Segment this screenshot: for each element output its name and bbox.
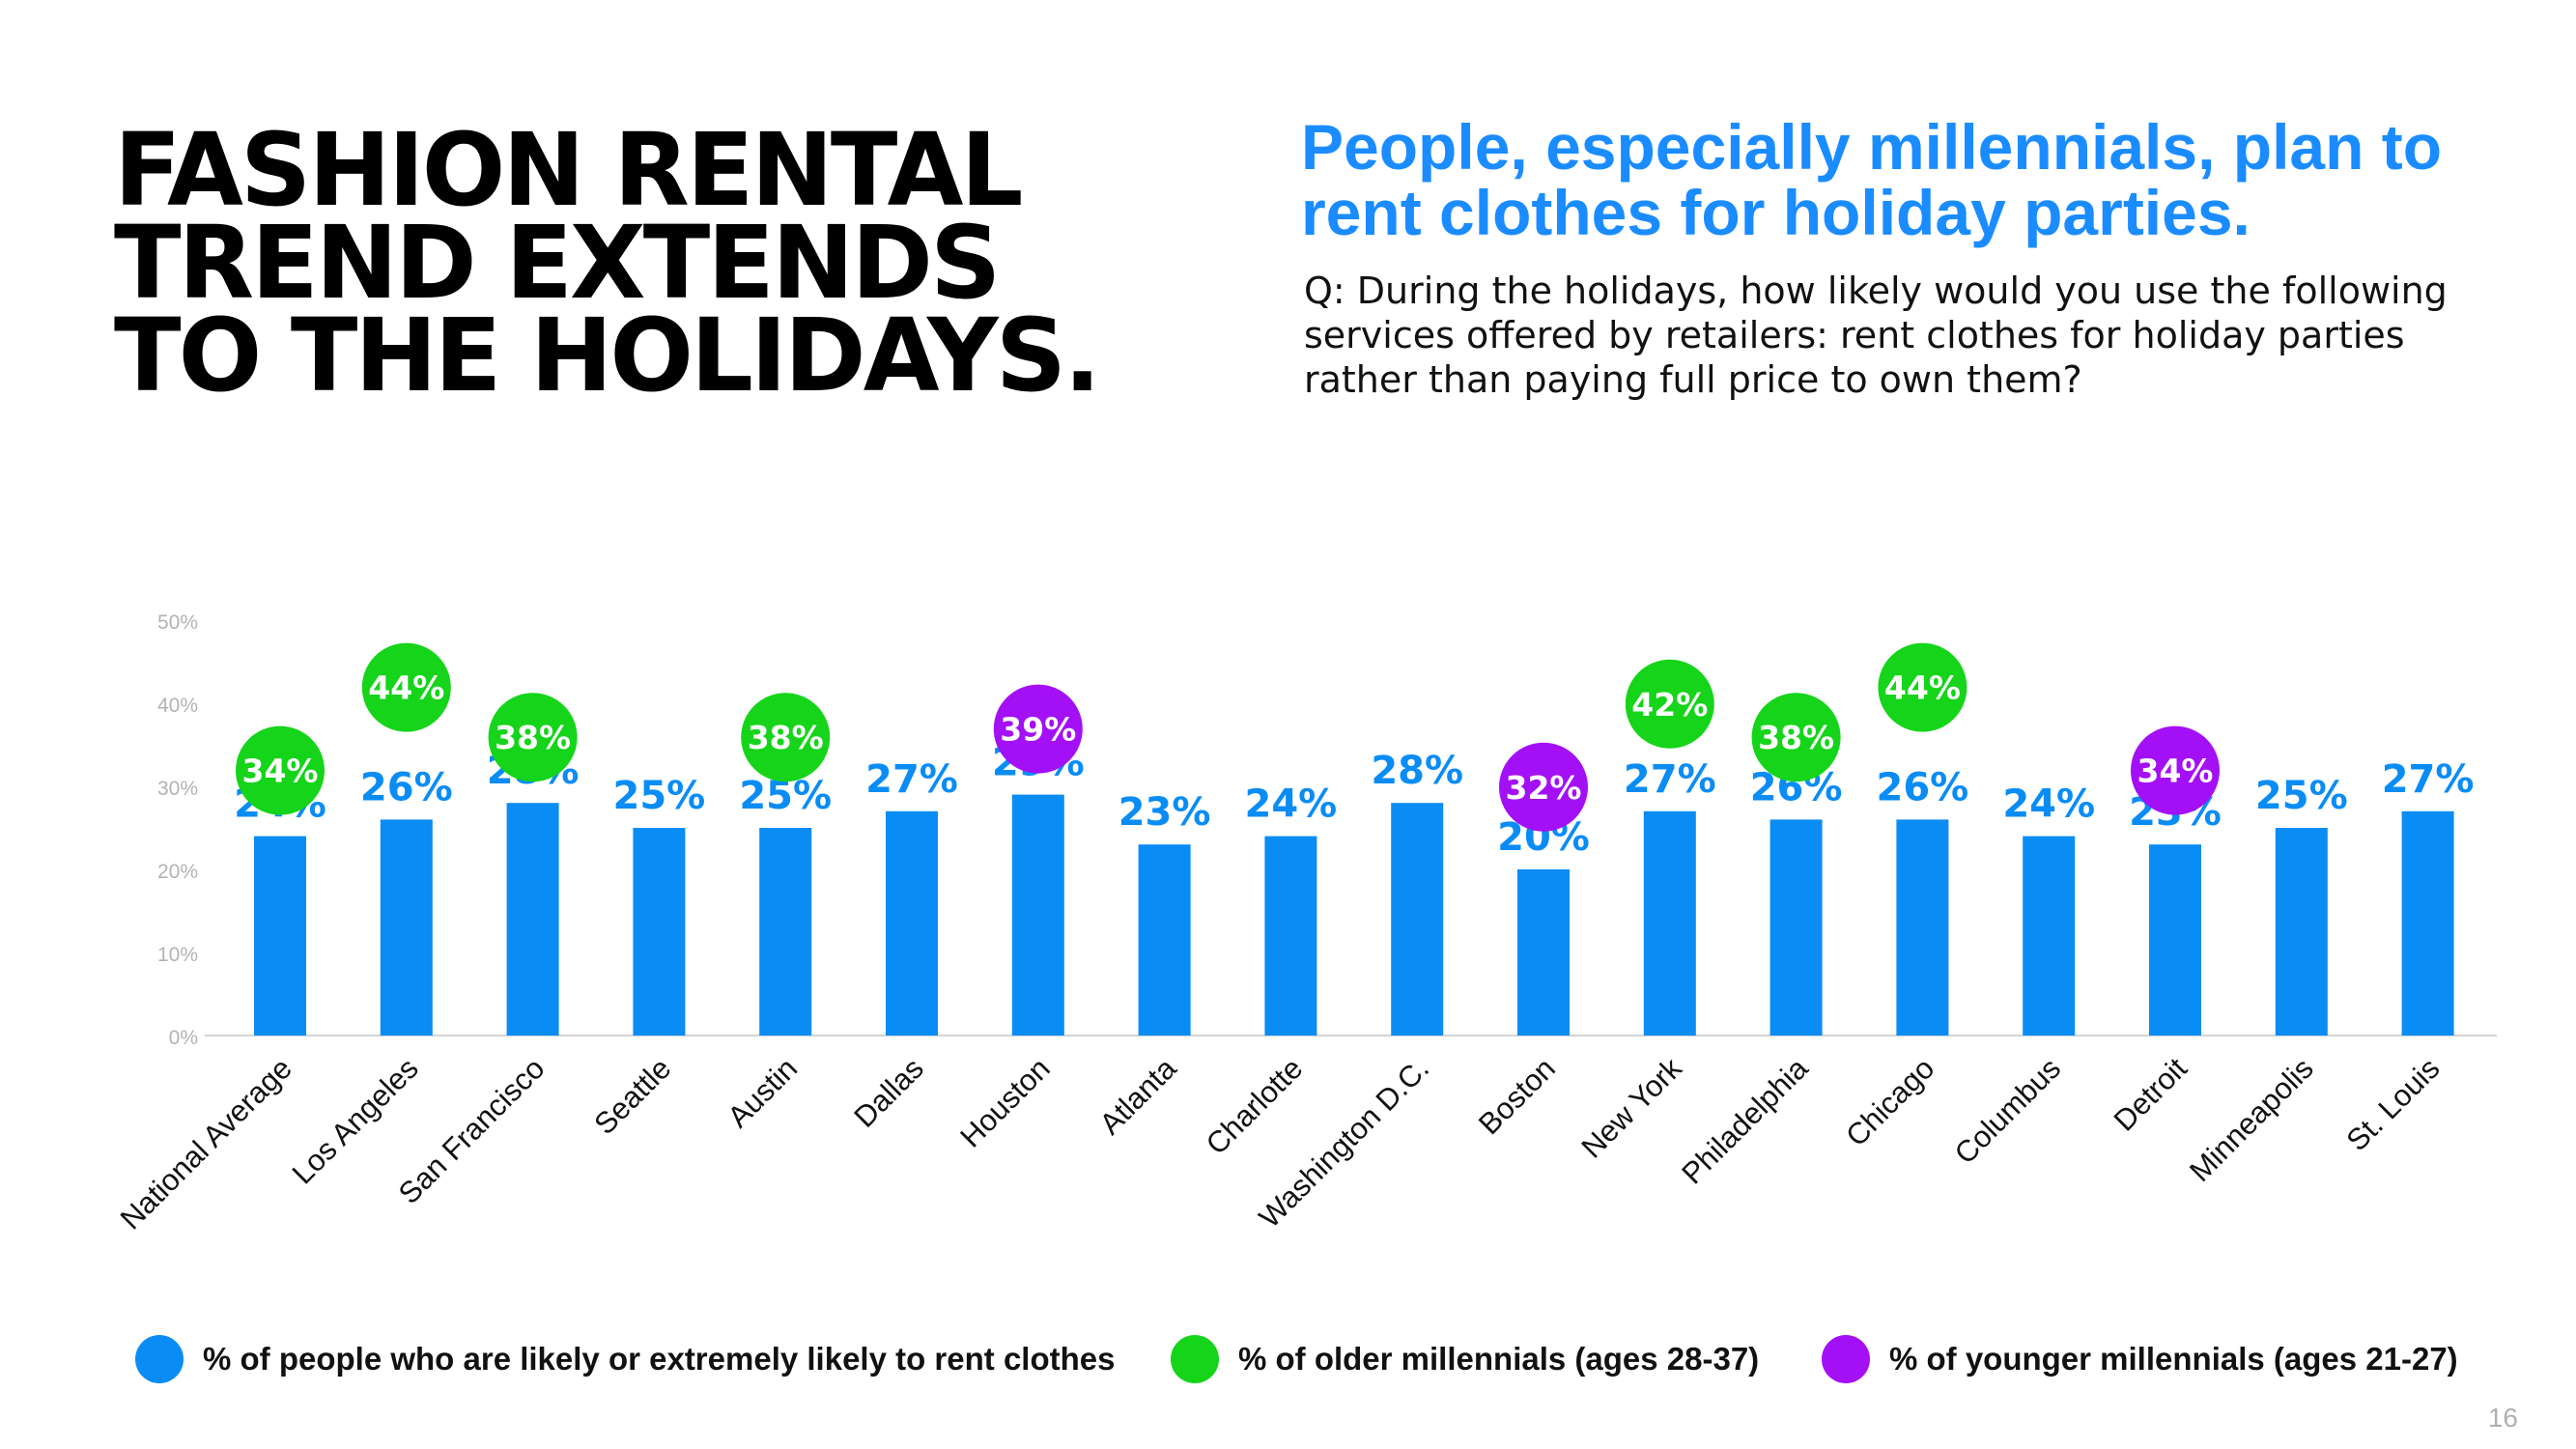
x-category-label: Dallas bbox=[847, 1051, 930, 1134]
older-millennials-badge bbox=[741, 693, 831, 782]
legend-label: % of older millennials (ages 28-37) bbox=[1238, 1341, 1760, 1377]
bar bbox=[1264, 836, 1317, 1036]
bar bbox=[2401, 810, 2454, 1036]
x-category-label: Chicago bbox=[1839, 1051, 1940, 1152]
bar bbox=[2275, 828, 2328, 1036]
legend-swatch-purple bbox=[1822, 1335, 1870, 1383]
y-tick-label: 10% bbox=[157, 944, 198, 966]
bar bbox=[1896, 819, 1949, 1036]
x-category-label: Charlotte bbox=[1200, 1051, 1310, 1161]
y-tick-label: 30% bbox=[157, 778, 198, 800]
x-category-label: St. Louis bbox=[2340, 1051, 2447, 1157]
x-category-label: Detroit bbox=[2108, 1051, 2194, 1138]
older-millennials-badge bbox=[236, 725, 325, 815]
older-millennials-badge-label: 44% bbox=[368, 669, 444, 707]
older-millennials-badge bbox=[1751, 693, 1841, 782]
bar bbox=[254, 836, 306, 1036]
bar bbox=[1391, 803, 1444, 1036]
survey-question: Q: During the holidays, how likely would… bbox=[1304, 270, 2448, 401]
bar bbox=[1138, 844, 1191, 1036]
y-tick-label: 40% bbox=[157, 695, 198, 717]
bar-value-label: 27% bbox=[2382, 757, 2475, 802]
older-millennials-badge-label: 42% bbox=[1631, 686, 1708, 724]
x-category-label: Austin bbox=[721, 1051, 804, 1134]
bar bbox=[633, 828, 686, 1036]
older-millennials-badge bbox=[361, 642, 451, 732]
x-category-label: Atlanta bbox=[1093, 1051, 1184, 1142]
bar-chart: 0% 10% 20% 30% 40% 50% 24% 34% National Average 2… bbox=[114, 611, 2497, 1236]
younger-millennials-badge bbox=[993, 684, 1083, 774]
legend-swatch-blue bbox=[135, 1335, 184, 1383]
older-millennials-badge-label: 38% bbox=[748, 719, 824, 756]
y-tick-label: 20% bbox=[157, 861, 198, 883]
bar-value-label: 23% bbox=[1118, 790, 1211, 835]
legend-label: % of younger millennials (ages 21-27) bbox=[1889, 1341, 2458, 1377]
bar-value-label: 26% bbox=[360, 765, 453, 810]
bar-value-label: 26% bbox=[1877, 765, 1969, 810]
older-millennials-badge-label: 38% bbox=[495, 719, 571, 756]
bar-value-label: 25% bbox=[2255, 774, 2348, 818]
older-millennials-badge-label: 34% bbox=[242, 753, 319, 790]
bar-value-label: 27% bbox=[1624, 757, 1716, 802]
y-tick-label: 0% bbox=[169, 1027, 198, 1049]
legend-item-younger-millennials: % of younger millennials (ages 21-27) bbox=[1822, 1333, 2458, 1385]
older-millennials-badge bbox=[1878, 642, 1967, 732]
legend-item-older-millennials: % of older millennials (ages 28-37) bbox=[1171, 1333, 1759, 1385]
page-number: 16 bbox=[2487, 1403, 2518, 1433]
bar-value-label: 25% bbox=[613, 774, 706, 818]
x-category-label: Philadelphia bbox=[1675, 1051, 1815, 1191]
bar-value-label: 24% bbox=[1245, 782, 1338, 827]
x-category-label: Boston bbox=[1472, 1051, 1562, 1141]
bar bbox=[1011, 794, 1064, 1036]
younger-millennials-badge-label: 32% bbox=[1506, 769, 1582, 807]
older-millennials-badge-label: 44% bbox=[1884, 669, 1961, 707]
bar bbox=[380, 819, 433, 1036]
bar-value-label: 27% bbox=[865, 757, 958, 802]
x-category-label: New York bbox=[1574, 1051, 1688, 1165]
x-category-label: Houston bbox=[953, 1051, 1056, 1153]
younger-millennials-badge-label: 39% bbox=[1000, 711, 1076, 749]
younger-millennials-badge bbox=[2131, 725, 2220, 815]
older-millennials-badge bbox=[1625, 659, 1714, 749]
y-tick-label: 50% bbox=[157, 611, 198, 634]
legend-swatch-green bbox=[1171, 1335, 1219, 1383]
bar bbox=[1769, 819, 1823, 1036]
legend-label: % of people who are likely or extremely … bbox=[203, 1341, 1116, 1377]
bar bbox=[886, 810, 938, 1036]
x-category-label: Los Angeles bbox=[286, 1051, 425, 1190]
page-title: FASHION RENTAL TREND EXTENDS TO THE HOLI… bbox=[114, 111, 1101, 414]
x-category-label: National Average bbox=[114, 1051, 298, 1236]
bar-value-label: 28% bbox=[1371, 749, 1463, 793]
bar bbox=[506, 803, 559, 1036]
younger-millennials-badge-label: 34% bbox=[2137, 753, 2214, 790]
x-category-label: Minneapolis bbox=[2183, 1051, 2320, 1188]
bar bbox=[2149, 844, 2201, 1036]
younger-millennials-badge bbox=[1499, 742, 1588, 832]
bar-value-label: 24% bbox=[2002, 782, 2095, 827]
bar bbox=[1517, 869, 1570, 1036]
legend-item-rent-clothes: % of people who are likely or extremely … bbox=[135, 1333, 1115, 1385]
bar bbox=[1643, 810, 1696, 1036]
x-category-label: Seattle bbox=[587, 1051, 677, 1141]
chart-subtitle: People, especially millennials, plan to … bbox=[1301, 111, 2443, 248]
bar bbox=[759, 828, 812, 1036]
older-millennials-badge bbox=[488, 693, 578, 782]
older-millennials-badge-label: 38% bbox=[1758, 719, 1834, 756]
x-category-label: Columbus bbox=[1948, 1051, 2067, 1170]
bar bbox=[2023, 836, 2076, 1036]
